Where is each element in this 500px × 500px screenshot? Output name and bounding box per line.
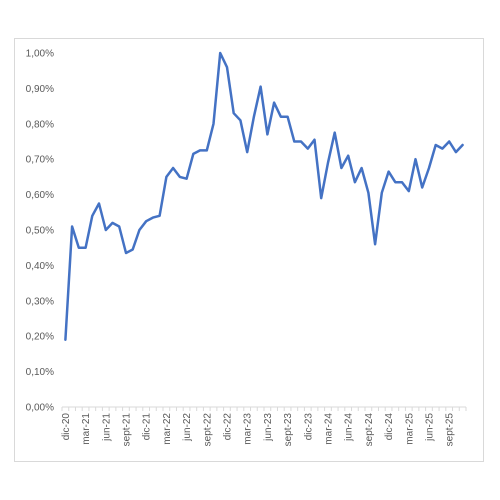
y-tick-label: 0,30% <box>26 296 54 307</box>
x-tick-label: mar-25 <box>404 413 415 445</box>
x-tick-label: mar-24 <box>323 413 334 445</box>
x-tick-label: dic-22 <box>222 413 233 441</box>
x-tick-label: mar-22 <box>162 413 173 445</box>
x-tick-label: sept-25 <box>445 413 456 447</box>
x-tick-label: sept-22 <box>202 413 213 447</box>
x-tick-label: dic-24 <box>384 413 395 441</box>
y-tick-label: 0,50% <box>26 226 54 237</box>
y-tick-label: 0,60% <box>26 190 54 201</box>
x-tick-label: jun-22 <box>182 413 193 442</box>
x-tick-label: sept-24 <box>364 413 375 447</box>
x-tick-label: jun-21 <box>101 413 112 442</box>
x-axis-tick-labels: dic-20 mar-21 jun-21 sept-21 dic-21 mar-22 jun… <box>61 413 456 447</box>
x-tick-label: sept-21 <box>121 413 132 447</box>
x-axis-ticks <box>61 407 467 411</box>
x-tick-label: jun-24 <box>344 413 355 442</box>
y-tick-label: 0,10% <box>26 367 54 378</box>
y-tick-label: 0,20% <box>26 332 54 343</box>
x-tick-label: mar-21 <box>81 413 92 445</box>
x-tick-label: mar-23 <box>243 413 254 445</box>
x-tick-label: jun-25 <box>424 413 435 442</box>
x-tick-label: dic-20 <box>61 413 72 441</box>
y-tick-label: 1,00% <box>26 49 54 60</box>
y-tick-label: 0,40% <box>26 261 54 272</box>
y-tick-label: 0,70% <box>26 155 54 166</box>
x-tick-label: jun-23 <box>263 413 274 442</box>
x-tick-label: sept-23 <box>283 413 294 447</box>
y-axis-tick-labels: 0,00% 0,10% 0,20% 0,30% 0,40% 0,50% 0,60% 0,70%… <box>26 49 54 414</box>
y-tick-label: 0,00% <box>26 403 54 414</box>
y-tick-label: 0,90% <box>26 84 54 95</box>
chart-frame <box>14 38 484 462</box>
y-tick-label: 0,80% <box>26 119 54 130</box>
series-layer <box>64 51 464 341</box>
series-line <box>64 51 464 341</box>
x-tick-label: dic-21 <box>142 413 153 441</box>
x-tick-label: dic-23 <box>303 413 314 441</box>
